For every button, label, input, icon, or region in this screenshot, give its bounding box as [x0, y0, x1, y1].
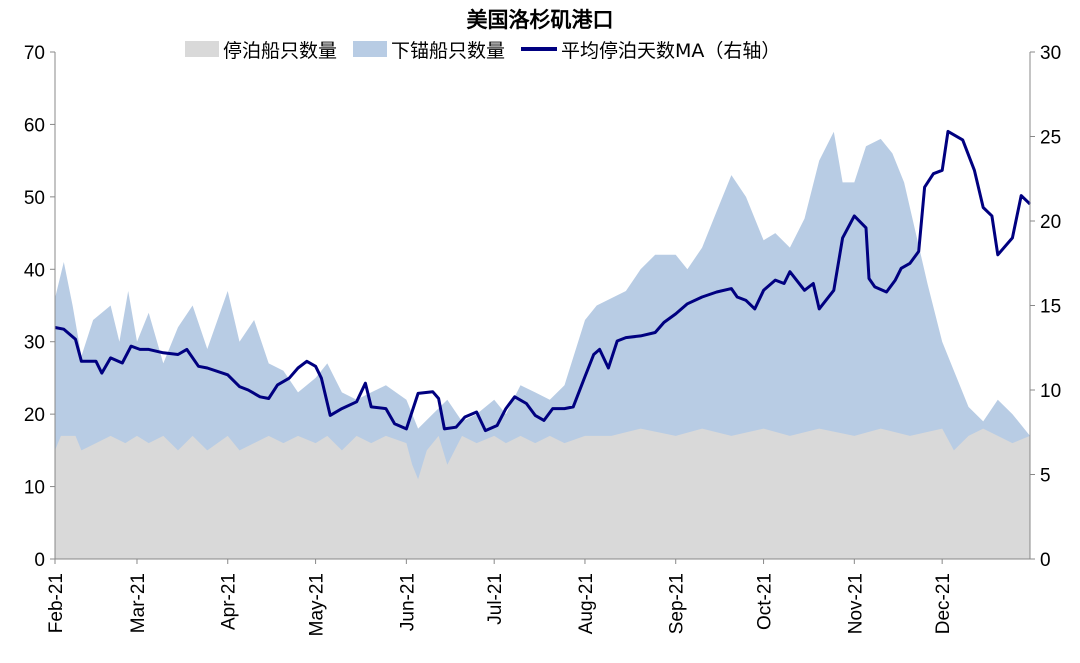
x-tick-label: Oct-21 [755, 573, 776, 630]
x-tick-label: Apr-21 [219, 573, 240, 630]
legend-item-berthed: 停泊船只数量 [185, 36, 337, 63]
legend-label-anchored: 下锚船只数量 [391, 39, 506, 62]
area-berthed-ships [55, 428, 1030, 559]
legend-label-avg-days: 平均停泊天数MA（右轴） [561, 39, 781, 62]
chart-title: 美国洛杉矶港口 [466, 8, 614, 32]
y-left-tick-label: 50 [24, 188, 45, 209]
x-tick-label: Feb-21 [46, 573, 67, 633]
y-right-tick-label: 15 [1040, 297, 1061, 318]
x-tick-label: Dec-21 [933, 573, 954, 634]
legend-swatch-berthed [185, 41, 219, 57]
y-right-tick-label: 30 [1040, 43, 1061, 64]
legend-item-anchored: 下锚船只数量 [353, 36, 505, 63]
y-left-tick-label: 10 [24, 478, 45, 499]
legend-swatch-anchored [353, 41, 388, 57]
x-tick-label: May-21 [307, 573, 328, 636]
line-avg-berth-days [54, 129, 1032, 433]
y-right-tick-label: 5 [1040, 466, 1051, 487]
y-left-tick-label: 40 [24, 260, 45, 281]
legend-swatch-avg-days [521, 47, 558, 51]
legend: 停泊船只数量 下锚船只数量 平均停泊天数MA（右轴） [185, 36, 796, 63]
y-right-tick-label: 25 [1040, 128, 1061, 149]
y-right-tick-label: 10 [1040, 381, 1061, 402]
legend-item-avg-days: 平均停泊天数MA（右轴） [521, 36, 780, 63]
y-left-tick-label: 60 [24, 115, 45, 136]
x-tick-label: Nov-21 [845, 573, 866, 634]
x-tick-label: Sep-21 [667, 573, 688, 634]
y-right-tick-label: 20 [1040, 212, 1061, 233]
y-left-tick-label: 30 [24, 333, 45, 354]
x-tick-label: Mar-21 [128, 573, 149, 633]
y-left-tick-label: 20 [24, 405, 45, 426]
legend-label-berthed: 停泊船只数量 [223, 39, 338, 62]
x-tick-label: Jul-21 [485, 573, 506, 625]
y-left-tick-label: 70 [24, 43, 45, 64]
x-tick-label: Aug-21 [576, 573, 597, 634]
x-tick-label: Jun-21 [397, 573, 418, 631]
y-left-tick-label: 0 [34, 550, 45, 571]
y-right-tick-label: 0 [1040, 550, 1051, 571]
